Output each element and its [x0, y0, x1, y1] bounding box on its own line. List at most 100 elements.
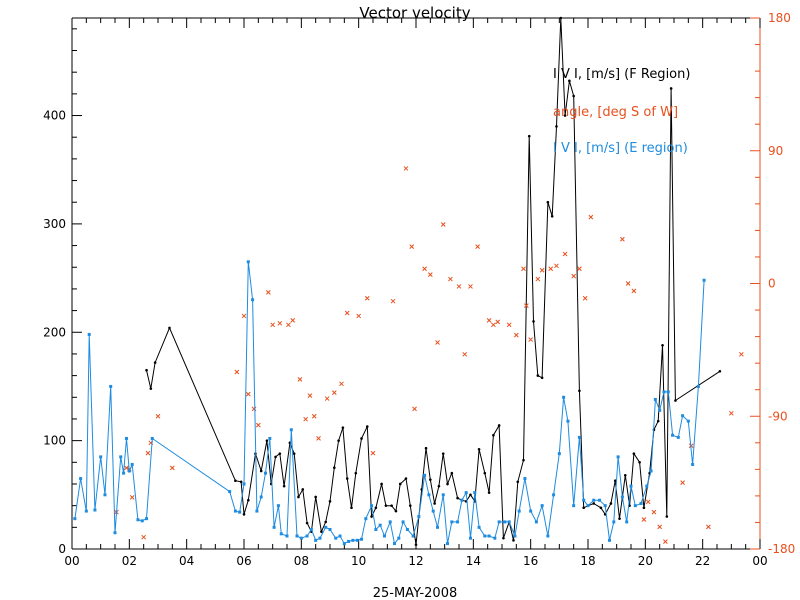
data-point	[566, 420, 569, 423]
data-point	[541, 504, 544, 507]
chart-title: Vector velocity	[359, 4, 470, 22]
data-point	[131, 463, 134, 466]
data-point	[383, 534, 386, 537]
data-point	[457, 284, 461, 288]
data-point	[652, 510, 656, 514]
data-point	[425, 447, 428, 450]
data-point	[380, 483, 383, 486]
data-point	[604, 504, 607, 507]
data-point	[350, 507, 353, 510]
data-point	[274, 456, 277, 459]
data-point	[446, 542, 449, 545]
data-point	[228, 490, 231, 493]
x-tick-label: 16	[523, 554, 538, 568]
data-point	[260, 495, 263, 498]
data-point	[345, 311, 349, 315]
data-point	[280, 532, 283, 535]
data-point	[156, 414, 160, 418]
data-point	[516, 481, 519, 484]
data-point	[119, 455, 122, 458]
data-point	[661, 344, 664, 347]
data-point	[645, 485, 648, 488]
data-point	[374, 528, 377, 531]
data-point	[293, 452, 296, 455]
data-point	[109, 385, 112, 388]
data-point	[621, 495, 624, 498]
data-point	[347, 540, 350, 543]
data-point	[234, 510, 237, 513]
data-point	[324, 526, 327, 529]
data-point	[310, 528, 313, 531]
data-point	[537, 374, 540, 377]
data-point	[329, 500, 332, 503]
data-point	[360, 437, 363, 440]
data-point	[413, 407, 417, 411]
data-point	[674, 399, 677, 402]
data-point	[235, 370, 239, 374]
data-point	[498, 520, 501, 523]
data-point	[436, 341, 440, 345]
data-point	[399, 483, 402, 486]
data-point	[558, 452, 561, 455]
x-tick-label: 04	[179, 554, 194, 568]
data-point	[589, 215, 593, 219]
data-point	[522, 267, 526, 271]
data-point	[578, 389, 581, 392]
data-point	[375, 507, 378, 510]
data-point	[136, 518, 139, 521]
data-point	[260, 470, 263, 473]
data-point	[243, 482, 246, 485]
data-point	[442, 493, 445, 496]
data-point	[365, 296, 369, 300]
data-point	[85, 510, 88, 513]
data-point	[343, 542, 346, 545]
data-point	[473, 491, 476, 494]
data-point	[666, 515, 669, 518]
data-point	[402, 520, 405, 523]
data-point	[103, 493, 106, 496]
data-point	[314, 539, 317, 542]
data-point	[145, 517, 148, 520]
x-tick-label: 00	[752, 554, 767, 568]
x-tick-label: 20	[638, 554, 653, 568]
data-point	[242, 314, 246, 318]
data-point	[379, 524, 382, 527]
x-tick-label: 10	[351, 554, 366, 568]
data-point	[612, 520, 615, 523]
data-point	[427, 493, 430, 496]
data-point	[251, 298, 254, 301]
data-point	[122, 472, 125, 475]
data-point	[79, 477, 82, 480]
data-point	[483, 534, 486, 537]
axes: 00 02 04 06 08 10 12 14 16 18 20 22 000100200300400-…	[43, 11, 795, 568]
x-tick-label: 22	[695, 554, 710, 568]
series-layer	[73, 17, 743, 546]
data-point	[329, 528, 332, 531]
data-point	[476, 245, 480, 249]
data-point	[298, 377, 302, 381]
data-point	[657, 420, 660, 423]
data-point	[670, 87, 673, 90]
y-left-tick-label: 100	[43, 434, 66, 448]
data-point	[610, 502, 613, 505]
data-point	[442, 452, 445, 455]
data-point	[286, 534, 289, 537]
data-point	[297, 496, 300, 499]
data-point	[450, 520, 453, 523]
data-point	[491, 323, 495, 327]
data-point	[662, 390, 665, 393]
y-left-tick-label: 0	[58, 542, 66, 556]
data-point	[351, 539, 354, 542]
data-point	[142, 535, 146, 539]
data-point	[563, 252, 567, 256]
data-point	[93, 508, 96, 511]
data-point	[608, 539, 611, 542]
data-point	[463, 352, 467, 356]
data-point	[719, 370, 722, 373]
data-point	[145, 369, 148, 372]
data-point	[256, 423, 260, 427]
data-point	[141, 519, 144, 522]
data-point	[395, 510, 398, 513]
data-point	[478, 526, 481, 529]
data-point	[370, 504, 373, 507]
